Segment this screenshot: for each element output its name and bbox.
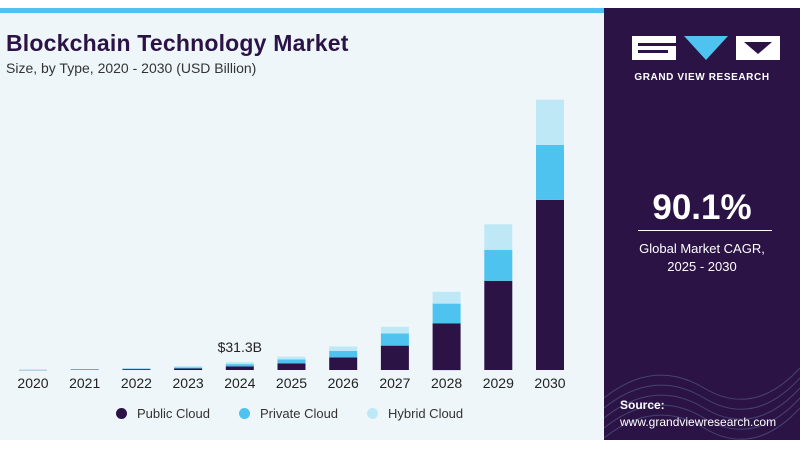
- bar-chart: 2020 2021 2022 2023 2024 $31.3B 2025 2026 2027 20…: [17, 99, 566, 391]
- source-label: Source:: [620, 398, 665, 412]
- bar-private-cloud-2026: [329, 350, 358, 358]
- x-tick-label-2021: 2021: [69, 375, 100, 391]
- bar-public-cloud-2021: [70, 369, 99, 370]
- bar-private-cloud-2029: [484, 249, 513, 281]
- legend-public-cloud: Public Cloud: [116, 406, 210, 421]
- legend-label-public: Public Cloud: [137, 406, 210, 421]
- cagr-label: Global Market CAGR, 2025 - 2030: [604, 240, 800, 276]
- cagr-label-line2: 2025 - 2030: [667, 259, 737, 274]
- bar-public-cloud-2030: [536, 199, 564, 370]
- chart-title: Blockchain Technology Market: [6, 30, 349, 56]
- legend-swatch-public: [116, 408, 127, 419]
- bar-public-cloud-2026: [329, 357, 358, 370]
- bar-hybrid-cloud-2023: [174, 366, 203, 368]
- bar-hybrid-cloud-2020: [19, 369, 47, 370]
- legend-swatch-private: [239, 408, 250, 419]
- x-tick-label-2020: 2020: [17, 375, 48, 391]
- bar-hybrid-cloud-2026: [329, 346, 358, 351]
- x-tick-label-2026: 2026: [328, 375, 359, 391]
- x-tick-label-2028: 2028: [431, 375, 462, 391]
- legend-private-cloud: Private Cloud: [239, 406, 338, 421]
- bar-hybrid-cloud-2027: [380, 326, 409, 334]
- bar-private-cloud-2025: [277, 359, 306, 364]
- bar-public-cloud-2028: [432, 323, 461, 371]
- bar-hybrid-cloud-2024: [225, 362, 254, 365]
- sidebar-panel: GRAND VIEW RESEARCH 90.1% Global Market …: [604, 8, 800, 440]
- x-tick-label-2023: 2023: [173, 375, 204, 391]
- bar-private-cloud-2030: [536, 144, 564, 200]
- x-tick-label-2029: 2029: [483, 375, 514, 391]
- bar-hybrid-cloud-2021: [70, 369, 99, 370]
- legend-label-hybrid: Hybrid Cloud: [388, 406, 464, 421]
- x-tick-label-2024: 2024: [224, 375, 255, 391]
- bar-public-cloud-2025: [277, 363, 306, 370]
- bar-hybrid-cloud-2029: [484, 224, 513, 250]
- grand-view-research-logo: [632, 36, 780, 60]
- decorative-pattern: [604, 367, 800, 440]
- cagr-value: 90.1%: [652, 188, 752, 227]
- x-tick-label-2022: 2022: [121, 375, 152, 391]
- value-annotation-2024: $31.3B: [218, 339, 262, 355]
- bar-hybrid-cloud-2025: [277, 356, 306, 360]
- chart-subtitle: Size, by Type, 2020 - 2030 (USD Billion): [6, 60, 257, 76]
- bar-public-cloud-2027: [380, 345, 409, 370]
- bar-private-cloud-2028: [432, 303, 461, 324]
- bar-private-cloud-2023: [174, 367, 203, 369]
- cagr-divider: [638, 230, 772, 231]
- bar-hybrid-cloud-2030: [536, 99, 564, 145]
- x-tick-label-2030: 2030: [534, 375, 565, 391]
- brand-name: GRAND VIEW RESEARCH: [634, 72, 770, 83]
- x-tick-label-2025: 2025: [276, 375, 307, 391]
- legend-swatch-hybrid: [367, 408, 378, 419]
- bar-private-cloud-2022: [122, 368, 151, 370]
- accent-stripe: [0, 8, 604, 13]
- x-tick-label-2027: 2027: [379, 375, 410, 391]
- bar-hybrid-cloud-2022: [122, 368, 151, 369]
- bar-public-cloud-2029: [484, 280, 513, 370]
- bar-hybrid-cloud-2028: [432, 291, 461, 304]
- bar-public-cloud-2023: [174, 368, 203, 370]
- source-url[interactable]: www.grandviewresearch.com: [620, 415, 777, 429]
- bar-private-cloud-2024: [225, 364, 254, 367]
- legend-label-private: Private Cloud: [260, 406, 339, 421]
- legend-hybrid-cloud: Hybrid Cloud: [367, 406, 463, 421]
- bar-public-cloud-2022: [122, 369, 151, 370]
- bar-public-cloud-2024: [225, 366, 254, 370]
- cagr-label-line1: Global Market CAGR,: [639, 241, 765, 256]
- bar-private-cloud-2027: [380, 333, 409, 346]
